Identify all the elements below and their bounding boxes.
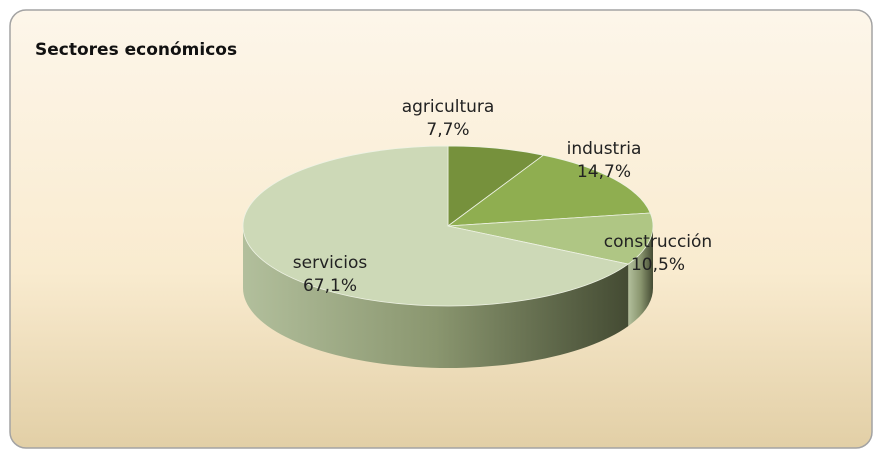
slice-value-label: 10,5% [631,255,685,275]
pie-slice [242,145,630,307]
pie-slice [446,154,651,227]
pie-side [243,226,629,368]
slice-label: servicios [293,253,368,273]
slice-value-label: 67,1% [303,276,357,296]
slice-value-label: 7,7% [426,120,469,140]
pie-slice [447,145,545,227]
slice-label: agricultura [402,97,495,117]
slice-label: industria [567,139,642,159]
pie-slice [447,212,654,265]
slice-value-label: 14,7% [577,162,631,182]
pie-side [628,226,653,327]
slice-label: construcción [604,232,712,252]
chart-title: Sectores económicos [35,40,237,60]
